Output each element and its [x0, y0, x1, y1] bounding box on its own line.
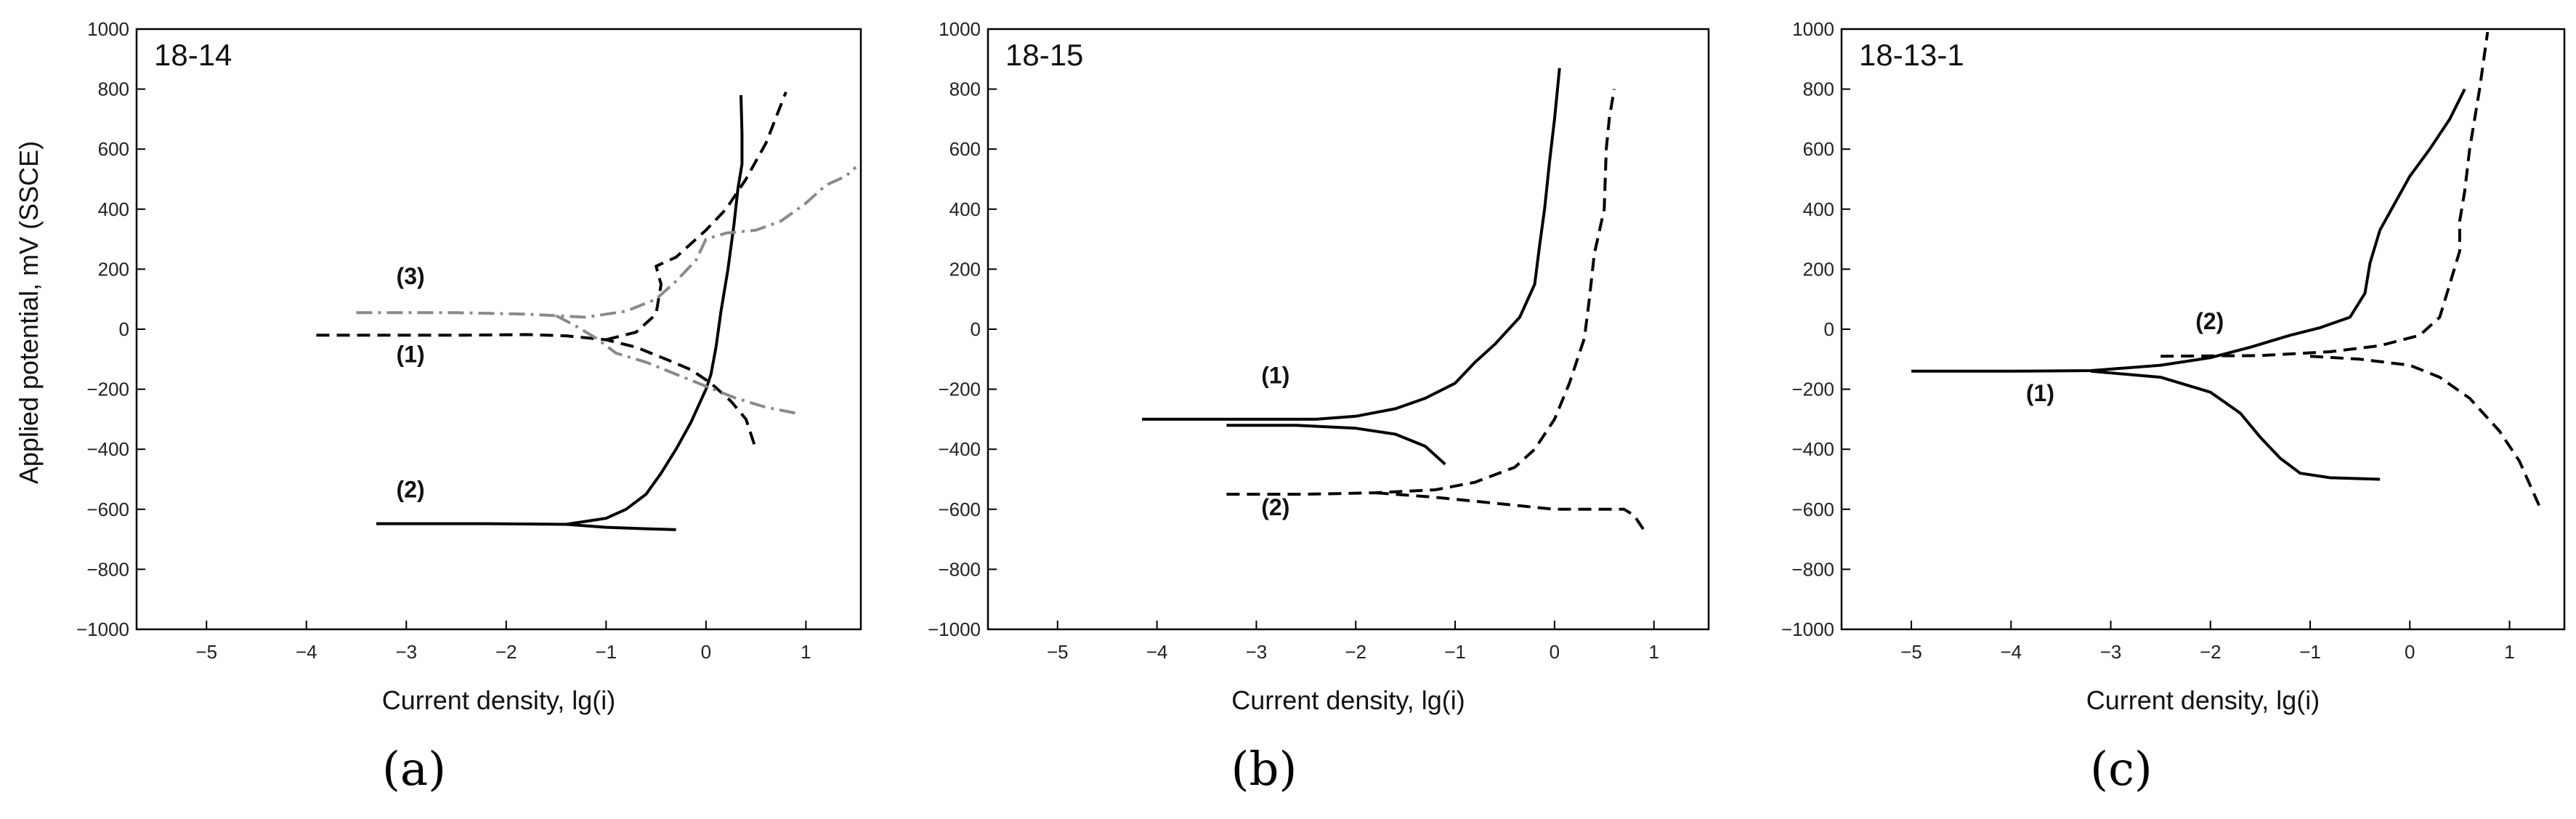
y-tick-label: 1000	[939, 18, 981, 40]
x-tick-label: −3	[2100, 641, 2122, 663]
y-axis-label-a: Applied potential, mV (SSCE)	[14, 141, 44, 484]
series-line-b	[1226, 424, 1446, 466]
y-tick-label: 400	[949, 198, 981, 220]
series-line-a	[356, 166, 857, 319]
y-tick-label: 0	[1824, 318, 1834, 340]
curve-label-c: (2)	[2195, 308, 2224, 334]
x-tick-label: −5	[1900, 641, 1922, 663]
y-tick-label: 600	[949, 138, 981, 160]
panel-b: −1000 −800 −600 −400 −200 0 200 400 600 800 1000 −5…	[928, 18, 1710, 796]
y-tick-label: −800	[86, 558, 129, 580]
series-line-b	[1375, 491, 1645, 531]
x-tick-label: −5	[195, 641, 217, 663]
series-line-b	[1142, 68, 1561, 421]
y-tick-label: 1000	[87, 18, 129, 40]
series-line-c	[2090, 369, 2381, 481]
curve-label-b: (2)	[1261, 494, 1289, 520]
curve-label-a: (3)	[397, 263, 425, 289]
y-tick-label: 600	[1803, 138, 1834, 160]
y-tick-label: −800	[1791, 558, 1834, 580]
x-axis-label-a: Current density, lg(i)	[382, 685, 615, 715]
series-line-c	[1911, 88, 2466, 373]
x-tick-label: −5	[1047, 641, 1069, 663]
x-tick-label: 0	[701, 641, 711, 663]
y-tick-label: −200	[86, 379, 129, 400]
y-tick-label: 800	[1803, 78, 1834, 100]
x-axis-label-c: Current density, lg(i)	[2086, 685, 2320, 715]
curve-label-b: (1)	[1261, 362, 1289, 388]
x-tick-label: 0	[2405, 641, 2415, 663]
x-tick-label: −4	[2000, 641, 2022, 663]
x-tick-label: 1	[1649, 641, 1659, 663]
series-line-a	[605, 91, 787, 342]
x-tick-label: −4	[296, 641, 317, 663]
series-line-a	[376, 522, 676, 531]
subcaption-c: (c)	[2090, 743, 2152, 796]
y-tick-label: 400	[98, 198, 129, 220]
x-tick-label: 1	[801, 641, 811, 663]
series-line-a	[316, 333, 758, 450]
x-tick-label: −1	[596, 641, 617, 663]
series-line-c	[2309, 355, 2541, 507]
plot-frame-a	[135, 28, 862, 631]
panel-title-b: 18-15	[1005, 38, 1083, 72]
y-tick-label: 800	[949, 78, 981, 100]
curve-label-a: (1)	[397, 341, 425, 367]
series-line-a	[555, 314, 796, 415]
x-tick-label: 0	[1550, 641, 1560, 663]
panel-title-c: 18-13-1	[1859, 38, 1964, 72]
subcaption-b: (b)	[1231, 743, 1297, 796]
series-line-b	[1226, 89, 1616, 496]
y-tick-label: 600	[98, 138, 129, 160]
y-tick-label: 200	[949, 258, 981, 280]
x-tick-label: 1	[2504, 641, 2514, 663]
y-tick-label: −400	[938, 438, 981, 460]
x-tick-label: −2	[2200, 641, 2221, 663]
y-tick-label: −200	[938, 379, 981, 400]
plot-frame-b	[987, 28, 1710, 631]
y-tick-label: −600	[86, 499, 129, 520]
x-tick-label: −2	[495, 641, 517, 663]
x-tick-label: −1	[1444, 641, 1466, 663]
subcaption-a: (a)	[382, 743, 446, 796]
curve-label-c: (1)	[2026, 380, 2054, 406]
panel-c: −1000 −800 −600 −400 −200 0 200 400 600 800 1000 −5…	[1781, 18, 2566, 796]
y-tick-label: −400	[1791, 438, 1834, 460]
y-tick-label: −1000	[928, 618, 981, 640]
y-tick-label: −400	[86, 438, 129, 460]
series-line-c	[2160, 31, 2490, 358]
series-line-a	[566, 94, 744, 526]
x-tick-label: −3	[395, 641, 417, 663]
x-tick-label: −4	[1146, 641, 1168, 663]
y-tick-label: −200	[1791, 379, 1834, 400]
y-tick-label: −600	[1791, 499, 1834, 520]
y-tick-label: −600	[938, 499, 981, 520]
y-tick-label: 400	[1803, 198, 1834, 220]
x-axis-label-b: Current density, lg(i)	[1231, 685, 1465, 715]
x-tick-label: −2	[1345, 641, 1366, 663]
y-tick-label: 1000	[1792, 18, 1834, 40]
y-tick-label: 800	[98, 78, 129, 100]
y-tick-label: −800	[938, 558, 981, 580]
x-tick-label: −3	[1246, 641, 1268, 663]
y-tick-label: −1000	[1781, 618, 1834, 640]
x-tick-label: −1	[2299, 641, 2321, 663]
y-tick-label: 200	[98, 258, 129, 280]
y-tick-label: 0	[971, 318, 981, 340]
y-tick-label: 0	[119, 318, 129, 340]
panel-a: −1000 −800 −600 −400 −200 0 200 400 600 800 1000 −5…	[76, 18, 862, 796]
y-tick-label: 200	[1803, 258, 1834, 280]
panel-title-a: 18-14	[154, 38, 232, 72]
y-tick-label: −1000	[76, 618, 129, 640]
curve-label-a: (2)	[397, 476, 425, 502]
